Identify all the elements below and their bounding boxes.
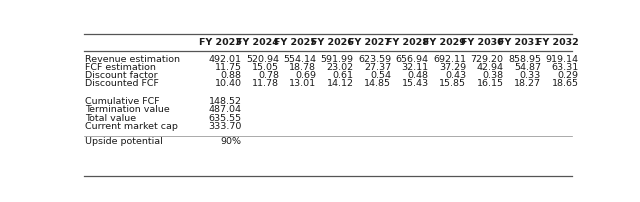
Text: 11.78: 11.78 xyxy=(252,79,279,88)
Text: 554.14: 554.14 xyxy=(284,55,316,64)
Text: 15.05: 15.05 xyxy=(252,63,279,72)
Text: 520.94: 520.94 xyxy=(246,55,279,64)
Text: FCF estimation: FCF estimation xyxy=(86,63,156,72)
Text: 14.12: 14.12 xyxy=(327,79,354,88)
Text: Upside potential: Upside potential xyxy=(86,137,163,146)
Text: 0.38: 0.38 xyxy=(483,71,504,80)
Text: 18.78: 18.78 xyxy=(289,63,316,72)
Text: 919.14: 919.14 xyxy=(545,55,579,64)
Text: 591.99: 591.99 xyxy=(321,55,354,64)
Text: 63.31: 63.31 xyxy=(551,63,579,72)
Text: 148.52: 148.52 xyxy=(209,97,241,106)
Text: Termination value: Termination value xyxy=(86,105,170,115)
Text: Discounted FCF: Discounted FCF xyxy=(86,79,159,88)
Text: 492.01: 492.01 xyxy=(209,55,241,64)
Text: Discount factor: Discount factor xyxy=(86,71,158,80)
Text: 42.94: 42.94 xyxy=(477,63,504,72)
Text: 13.01: 13.01 xyxy=(289,79,316,88)
Text: 18.27: 18.27 xyxy=(514,79,541,88)
Text: 18.65: 18.65 xyxy=(552,79,579,88)
Text: 0.29: 0.29 xyxy=(557,71,579,80)
Text: 0.48: 0.48 xyxy=(408,71,429,80)
Text: 692.11: 692.11 xyxy=(433,55,466,64)
Text: FY 2023: FY 2023 xyxy=(198,38,241,47)
Text: FY 2028: FY 2028 xyxy=(386,38,429,47)
Text: FY 2024: FY 2024 xyxy=(236,38,279,47)
Text: 333.70: 333.70 xyxy=(208,122,241,131)
Text: FY 2029: FY 2029 xyxy=(423,38,466,47)
Text: 11.75: 11.75 xyxy=(214,63,241,72)
Text: 54.87: 54.87 xyxy=(514,63,541,72)
Text: 623.59: 623.59 xyxy=(358,55,391,64)
Text: FY 2025: FY 2025 xyxy=(273,38,316,47)
Text: 729.20: 729.20 xyxy=(470,55,504,64)
Text: FY 2031: FY 2031 xyxy=(499,38,541,47)
Text: 0.61: 0.61 xyxy=(333,71,354,80)
Text: FY 2026: FY 2026 xyxy=(311,38,354,47)
Text: 858.95: 858.95 xyxy=(508,55,541,64)
Text: 0.69: 0.69 xyxy=(295,71,316,80)
Text: 14.85: 14.85 xyxy=(364,79,391,88)
Text: FY 2032: FY 2032 xyxy=(536,38,579,47)
Text: 0.88: 0.88 xyxy=(220,71,241,80)
Text: 656.94: 656.94 xyxy=(396,55,429,64)
Text: Total value: Total value xyxy=(86,114,136,123)
Text: Current market cap: Current market cap xyxy=(86,122,179,131)
Text: 32.11: 32.11 xyxy=(401,63,429,72)
Text: 16.15: 16.15 xyxy=(477,79,504,88)
Text: Revenue estimation: Revenue estimation xyxy=(86,55,180,64)
Text: 635.55: 635.55 xyxy=(209,114,241,123)
Text: FY 2030: FY 2030 xyxy=(461,38,504,47)
Text: 0.54: 0.54 xyxy=(370,71,391,80)
Text: 0.43: 0.43 xyxy=(445,71,466,80)
Text: 90%: 90% xyxy=(220,137,241,146)
Text: 0.78: 0.78 xyxy=(258,71,279,80)
Text: FY 2027: FY 2027 xyxy=(348,38,391,47)
Text: 0.33: 0.33 xyxy=(520,71,541,80)
Text: 27.37: 27.37 xyxy=(364,63,391,72)
Text: 15.85: 15.85 xyxy=(439,79,466,88)
Text: 10.40: 10.40 xyxy=(214,79,241,88)
Text: 487.04: 487.04 xyxy=(209,105,241,115)
Text: Cumulative FCF: Cumulative FCF xyxy=(86,97,160,106)
Text: 23.02: 23.02 xyxy=(326,63,354,72)
Text: 15.43: 15.43 xyxy=(401,79,429,88)
Text: 37.29: 37.29 xyxy=(439,63,466,72)
